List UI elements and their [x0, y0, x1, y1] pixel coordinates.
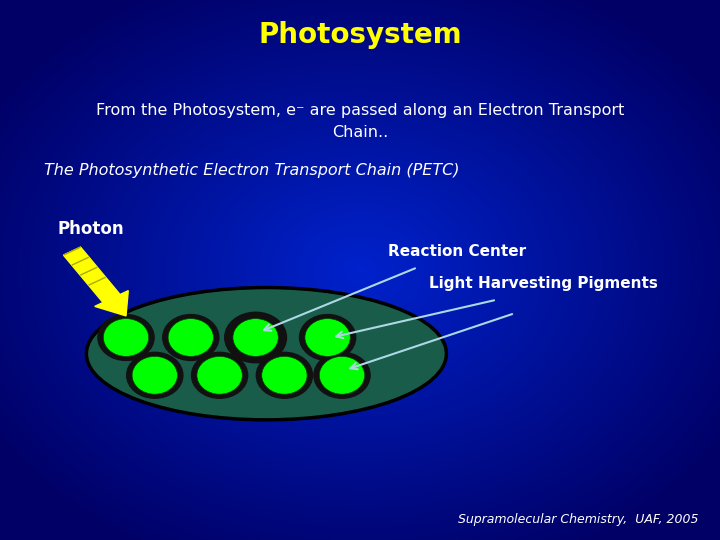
Ellipse shape	[86, 287, 446, 420]
Text: Chain..: Chain..	[332, 125, 388, 140]
Ellipse shape	[98, 314, 154, 361]
Ellipse shape	[225, 312, 287, 363]
Ellipse shape	[228, 314, 284, 361]
Ellipse shape	[192, 353, 248, 399]
Text: Supramolecular Chemistry,  UAF, 2005: Supramolecular Chemistry, UAF, 2005	[458, 514, 698, 526]
Text: Photon: Photon	[58, 220, 125, 239]
Ellipse shape	[168, 319, 214, 356]
Ellipse shape	[127, 353, 183, 399]
Ellipse shape	[262, 356, 307, 394]
Ellipse shape	[233, 319, 278, 356]
Text: Light Harvesting Pigments: Light Harvesting Pigments	[429, 276, 658, 291]
Ellipse shape	[256, 353, 312, 399]
Ellipse shape	[197, 356, 242, 394]
Text: Photosystem: Photosystem	[258, 21, 462, 49]
Ellipse shape	[163, 314, 219, 361]
Text: Reaction Center: Reaction Center	[388, 244, 526, 259]
Ellipse shape	[132, 356, 178, 394]
Ellipse shape	[314, 353, 370, 399]
Ellipse shape	[320, 356, 365, 394]
Ellipse shape	[104, 319, 148, 356]
FancyArrow shape	[63, 247, 128, 316]
Text: The Photosynthetic Electron Transport Chain (PETC): The Photosynthetic Electron Transport Ch…	[44, 163, 460, 178]
Text: From the Photosystem, e⁻ are passed along an Electron Transport: From the Photosystem, e⁻ are passed alon…	[96, 103, 624, 118]
Ellipse shape	[305, 319, 351, 356]
Ellipse shape	[300, 314, 356, 361]
